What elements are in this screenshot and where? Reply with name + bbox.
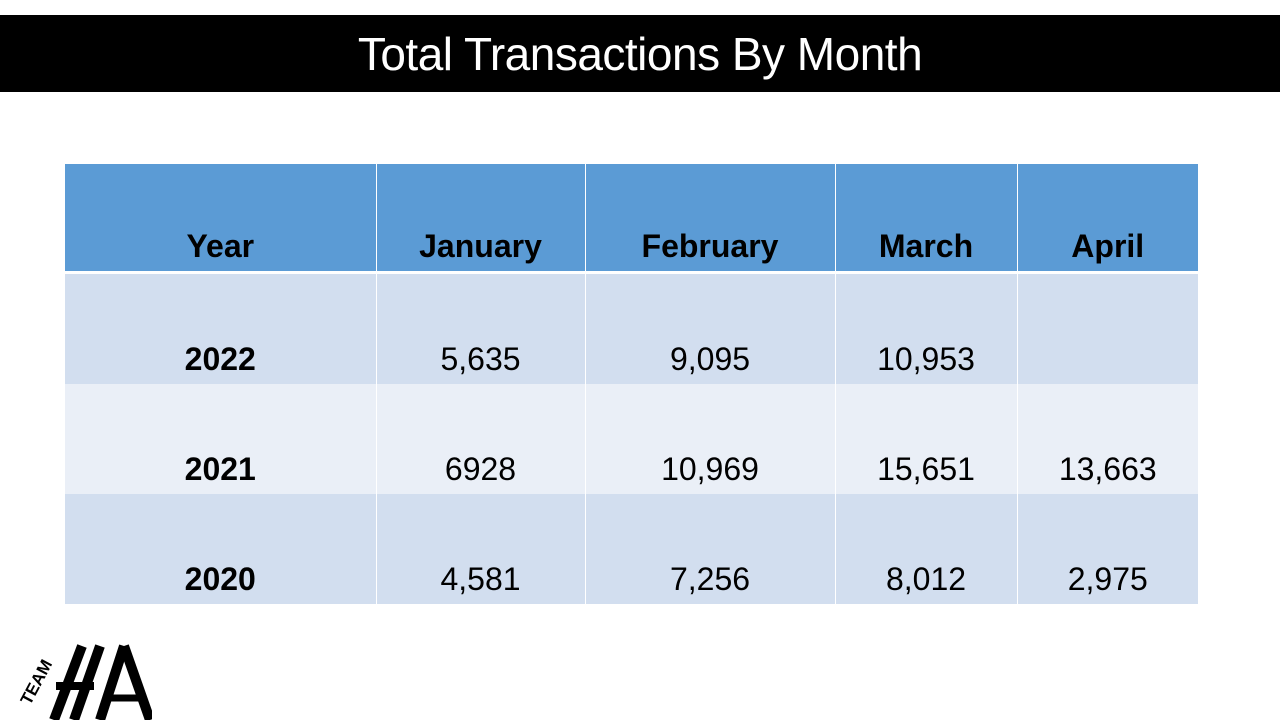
table-row: 2021 6928 10,969 15,651 13,663 bbox=[65, 384, 1198, 494]
table-row: 2022 5,635 9,095 10,953 bbox=[65, 272, 1198, 384]
year-cell: 2022 bbox=[65, 272, 377, 384]
header-february: February bbox=[585, 164, 836, 274]
march-cell: 10,953 bbox=[835, 272, 1018, 384]
team-ha-logo: TEAM bbox=[12, 636, 155, 722]
team-ha-logo-graphic: TEAM bbox=[17, 644, 155, 722]
svg-text:TEAM: TEAM bbox=[17, 656, 56, 707]
march-cell: 15,651 bbox=[835, 384, 1018, 494]
table-row: 2020 4,581 7,256 8,012 2,975 bbox=[65, 494, 1198, 604]
header-march: March bbox=[835, 164, 1018, 274]
title-bar: Total Transactions By Month bbox=[0, 15, 1280, 92]
april-cell bbox=[1017, 272, 1198, 384]
header-year: Year bbox=[65, 164, 377, 274]
february-cell: 9,095 bbox=[585, 272, 836, 384]
year-cell: 2021 bbox=[65, 384, 377, 494]
slide-title: Total Transactions By Month bbox=[357, 27, 923, 80]
april-cell: 13,663 bbox=[1017, 384, 1198, 494]
april-cell: 2,975 bbox=[1017, 494, 1198, 604]
year-cell: 2020 bbox=[65, 494, 377, 604]
header-april: April bbox=[1017, 164, 1198, 274]
february-cell: 10,969 bbox=[585, 384, 836, 494]
january-cell: 6928 bbox=[376, 384, 586, 494]
january-cell: 5,635 bbox=[376, 272, 586, 384]
march-cell: 8,012 bbox=[835, 494, 1018, 604]
january-cell: 4,581 bbox=[376, 494, 586, 604]
transactions-table: Year January February March April 2022 5… bbox=[65, 164, 1198, 604]
february-cell: 7,256 bbox=[585, 494, 836, 604]
header-january: January bbox=[376, 164, 586, 274]
table-header-row: Year January February March April bbox=[65, 164, 1198, 274]
